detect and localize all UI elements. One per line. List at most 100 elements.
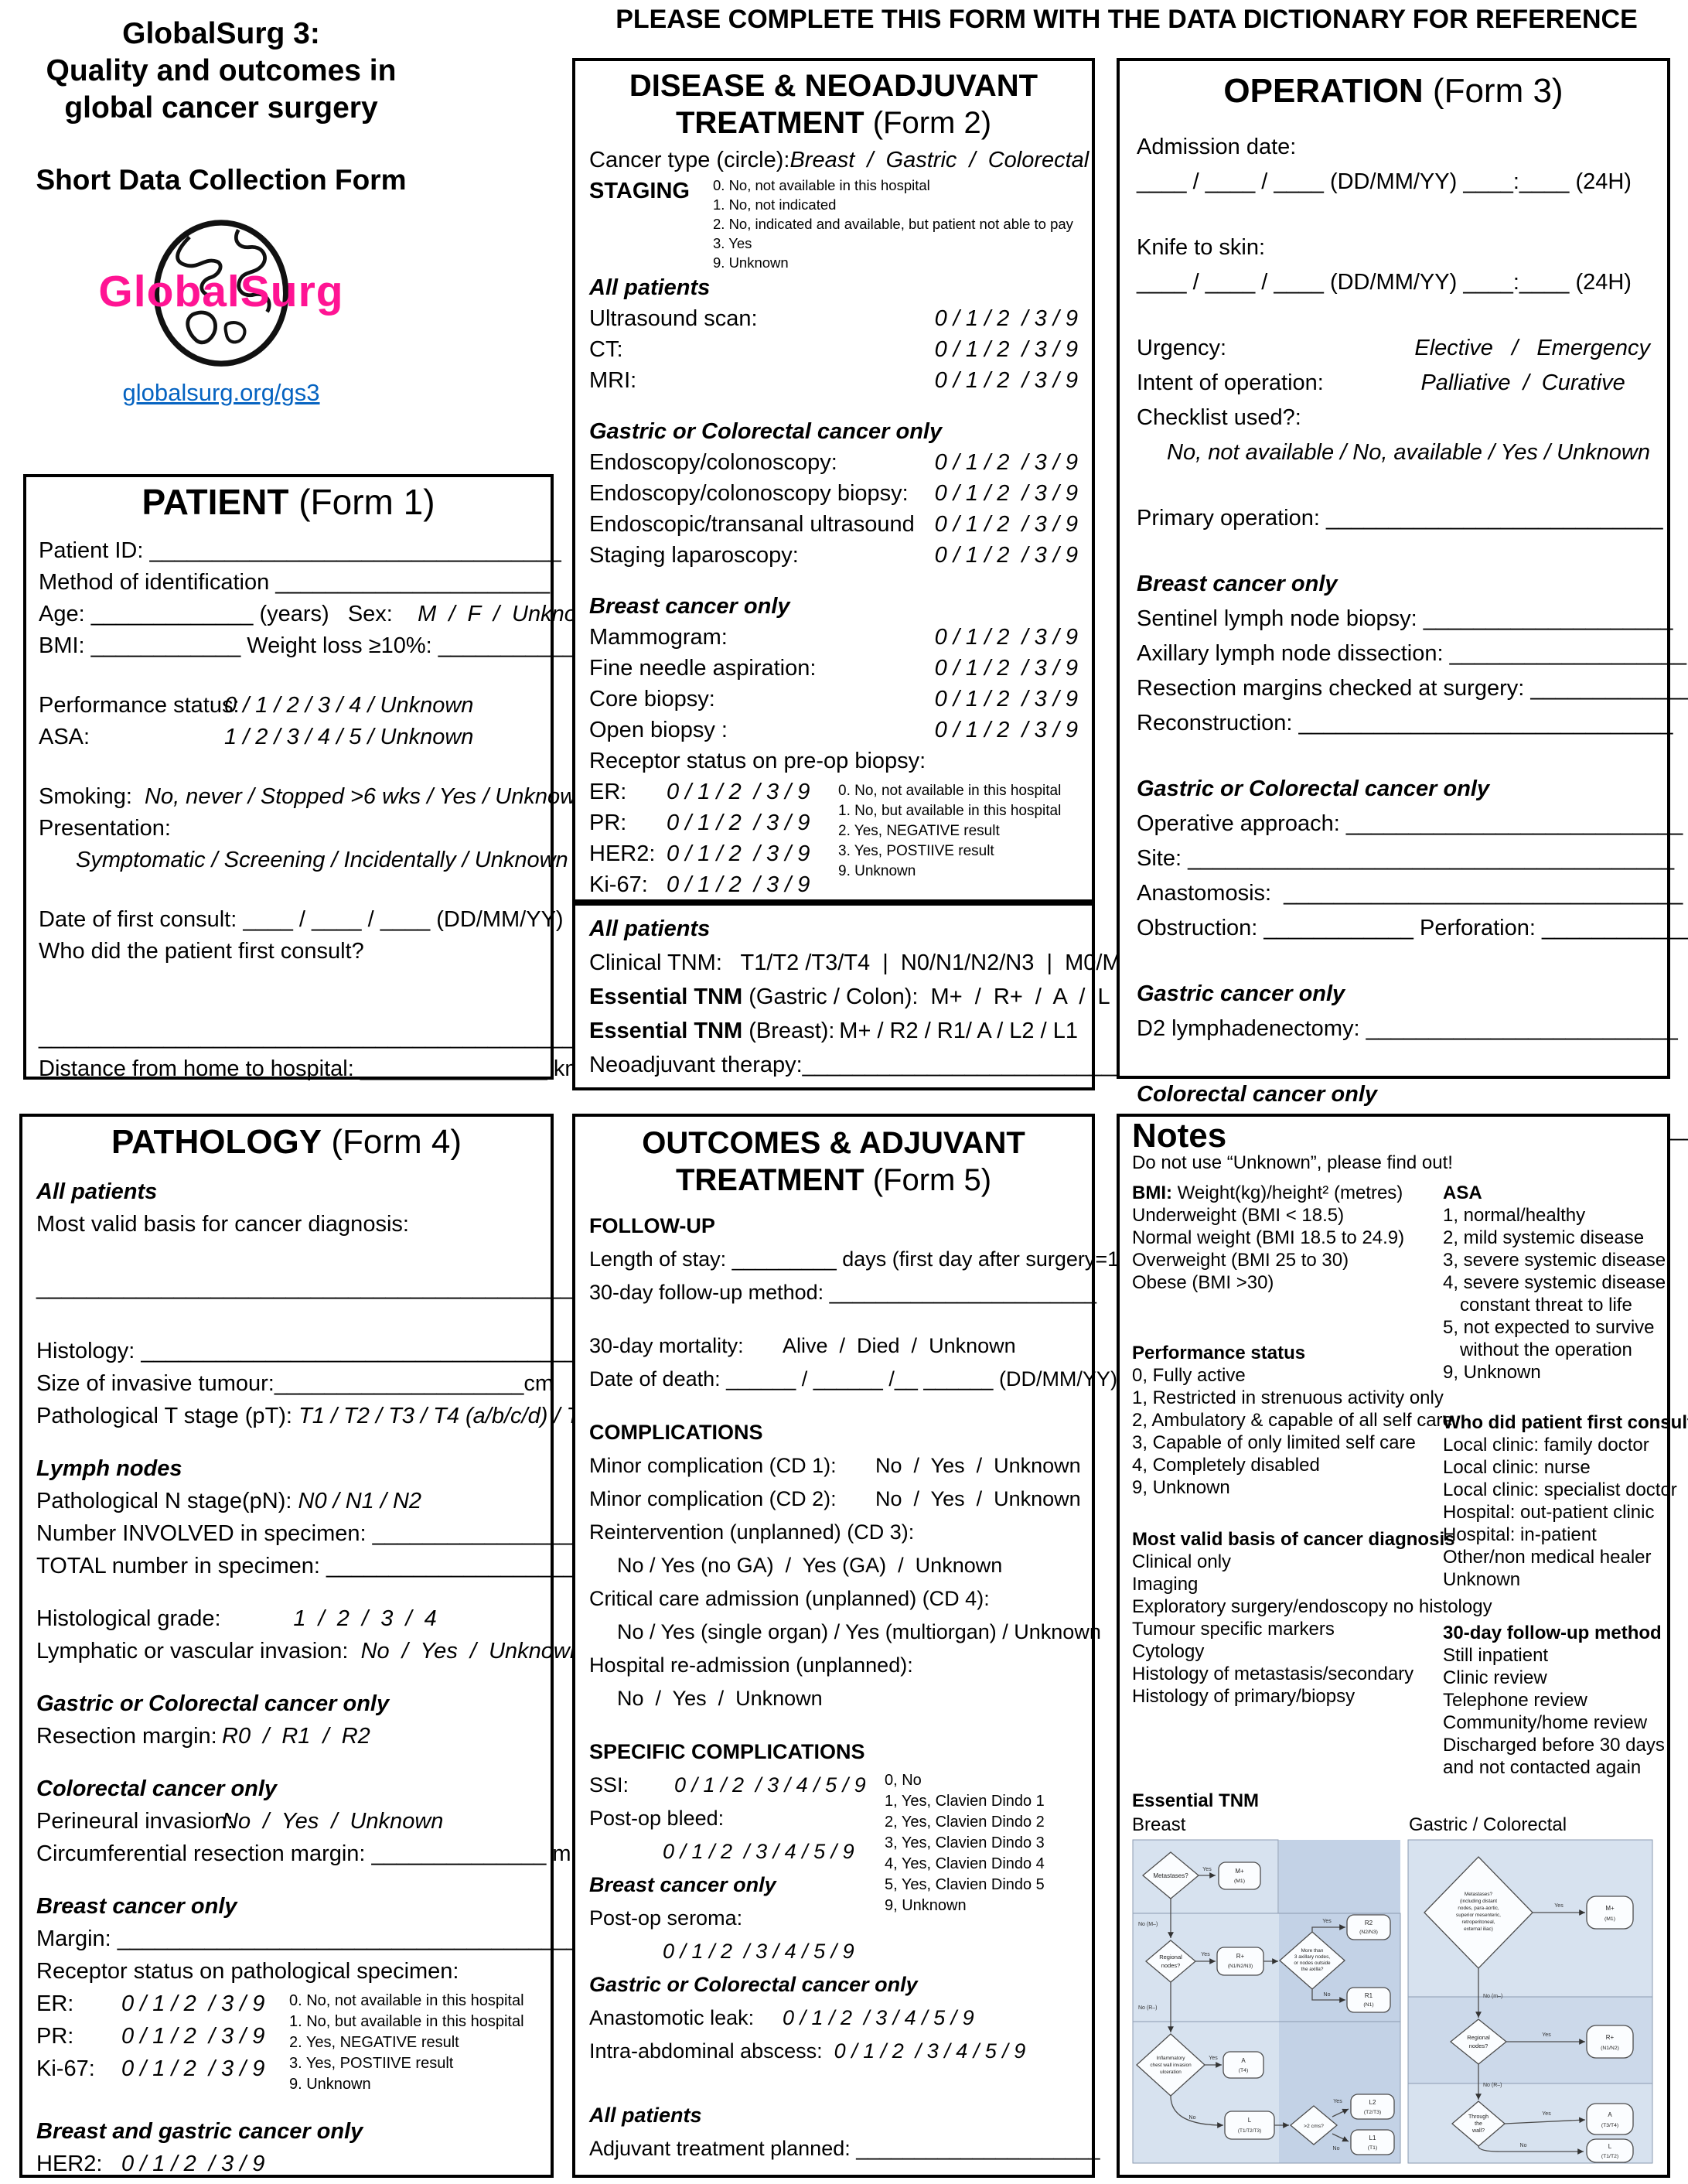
breast-axillary-diamond-l2: 3 axillary nodes, <box>1294 1954 1330 1960</box>
outcomes-form-box: OUTCOMES & ADJUVANT TREATMENT (Form 5) FO… <box>572 1114 1126 2178</box>
cancer-type-label: Cancer type (circle): <box>589 148 790 172</box>
form1-title: PATIENT <box>142 482 289 522</box>
gastro-l-box-sub: (T1/T2) <box>1601 2154 1618 2159</box>
operative-approach-field: Operative approach: ____________________… <box>1137 811 1683 836</box>
patient-id-field: Patient ID: ____________________________… <box>39 538 561 563</box>
breast-axillary-diamond-l3: or nodes outside <box>1294 1960 1331 1966</box>
cd2-label: Minor complication (CD 2): <box>589 1487 837 1510</box>
performance-note-item: 4, Completely disabled <box>1132 1455 1320 1476</box>
breast-axillary-diamond-l4: the axilla? <box>1301 1967 1324 1972</box>
consult-note-item: Unknown <box>1443 1569 1521 1590</box>
ssi-row: SSI: 0 / 1 / 2 / 3 / 4 / 5 / 9 <box>589 1769 885 1802</box>
form1-title-suffix: (Form 1) <box>288 482 435 522</box>
edge-yes: Yes <box>1322 1919 1332 1924</box>
who-first-consult-label: Who did the patient first consult? <box>39 939 364 964</box>
mortality-label: 30-day mortality: <box>589 1334 744 1357</box>
breast-r2-box-sub: (N2/N3) <box>1359 1930 1378 1935</box>
cd1-label: Minor complication (CD 1): <box>589 1454 837 1477</box>
gastro-wall-diamond-l3: wall? <box>1471 2128 1485 2134</box>
lvi-row: Lymphatic or vascular invasion: No / Yes… <box>36 1635 582 1667</box>
ssi-options: 0 / 1 / 2 / 3 / 4 / 5 / 9 <box>674 1773 866 1797</box>
receptor-preop-label: Receptor status on pre-op biopsy: <box>589 749 926 773</box>
pt-stage-row: Pathological T stage (pT): T1 / T2 / T3 … <box>36 1400 596 1432</box>
breast-size-diamond: >2 cms? <box>1304 2124 1324 2129</box>
path-er-options: 0 / 1 / 2 / 3 / 9 <box>121 1991 265 2016</box>
intent-options: Palliative / Curative <box>1420 370 1650 395</box>
fna-options: 0 / 1 / 2 / 3 / 9 <box>934 656 1078 681</box>
edge-no: No <box>1189 2115 1196 2121</box>
tnm-flowcharts: Metastases? Yes M+ (M1) No (M–) Regional… <box>1132 1839 1655 2164</box>
basis-note-item: Tumour specific markers <box>1132 1619 1335 1640</box>
form5-title-line1: OUTCOMES & ADJUVANT <box>642 1126 1025 1160</box>
path-her2-label: HER2: <box>36 2152 103 2176</box>
knife-to-skin-label: Knife to skin: <box>1137 235 1266 260</box>
adjuvant-treatment-field: Adjuvant treatment planned: ____________… <box>589 2137 1100 2160</box>
performance-note-item: 3, Capable of only limited self care <box>1132 1432 1416 1453</box>
form3-section-gastric-colorectal: Gastric or Colorectal cancer only <box>1137 776 1490 801</box>
postop-bleed-options: 0 / 1 / 2 / 3 / 4 / 5 / 9 <box>663 1840 854 1863</box>
cd4-options: No / Yes (single organ) / Yes (multiorga… <box>617 1620 1101 1643</box>
website-link[interactable]: globalsurg.org/gs3 <box>122 379 320 406</box>
endoscopy-label: Endoscopy/colonoscopy: <box>589 450 837 475</box>
crm-field: Circumferential resection margin: ______… <box>36 1841 590 1866</box>
gastro-metastases-diamond-l2: (including distant <box>1460 1899 1497 1904</box>
mortality-options: Alive / Died / Unknown <box>783 1334 1016 1357</box>
fu-note-item: and not contacted again <box>1443 1757 1642 1778</box>
ultrasound-row: Ultrasound scan: 0 / 1 / 2 / 3 / 9 <box>589 303 1078 334</box>
form5-section-gastric-colorectal: Gastric or Colorectal cancer only <box>589 1973 918 1996</box>
notes-title: Notes <box>1132 1117 1227 1155</box>
knife-to-skin-blanks: ____ / ____ / ____ (DD/MM/YY) ____:____ … <box>1137 270 1632 295</box>
gastro-no-m-label: No (m–) <box>1483 1994 1502 1999</box>
notes-intro: Do not use “Unknown”, please find out! <box>1132 1152 1453 1173</box>
pn-stage-label: Pathological N stage(pN): <box>36 1489 298 1513</box>
disease-form-box: DISEASE & NEOADJUVANT TREATMENT (Form 2) … <box>572 58 1095 903</box>
valid-basis-blank: ________________________________________… <box>36 1275 585 1300</box>
form-subtitle: Short Data Collection Form <box>36 164 407 196</box>
followup-heading: FOLLOW-UP <box>589 1214 715 1237</box>
cd4-label: Critical care admission (unplanned) (CD … <box>589 1587 990 1610</box>
receptor-preop-rows: ER: 0 / 1 / 2 / 3 / 9 PR: 0 / 1 / 2 / 3 / … <box>589 776 1078 900</box>
basis-note-item: Imaging <box>1132 1574 1199 1595</box>
gastro-rplus-box: R+ <box>1606 2034 1615 2041</box>
form4-title-suffix: (Form 4) <box>322 1123 462 1161</box>
cd3-label: Reintervention (unplanned) (CD 3): <box>589 1520 915 1544</box>
study-title-line1: GlobalSurg 3: <box>122 17 320 50</box>
breast-inflammatory-diamond-l2: chest wall invasion <box>1150 2063 1192 2068</box>
d2-lymphadenectomy-field: D2 lymphadenectomy: ____________________… <box>1137 1016 1678 1041</box>
gastro-metastases-diamond-l1: Metastases? <box>1465 1892 1493 1897</box>
pt-stage-options: T1 / T2 / T3 / T4 (a/b/c/d) / Tis <box>298 1404 596 1428</box>
tnm-section-all-patients: All patients <box>589 916 711 941</box>
anastomosis-field: Anastomosis: ___________________________… <box>1137 881 1683 906</box>
asa-note-item: constant threat to life <box>1460 1295 1632 1316</box>
gastro-regional-diamond-l1: Regional <box>1467 2034 1490 2041</box>
breast-inflammatory-diamond-l1: Inflammatory <box>1157 2056 1186 2061</box>
fna-label: Fine needle aspiration: <box>589 656 817 681</box>
staging-laparoscopy-label: Staging laparoscopy: <box>589 543 799 568</box>
urgency-label: Urgency: <box>1137 336 1227 360</box>
abscess-options: 0 / 1 / 2 / 3 / 4 / 5 / 9 <box>834 2039 1026 2063</box>
essential-tnm-gastric-row: Essential TNM (Gastric / Colon): M+ / R+… <box>589 980 1110 1014</box>
brand-block: GlobalSurg 3: Quality and outcomes in gl… <box>28 15 414 407</box>
grade-options: 1 / 2 / 3 / 4 <box>293 1606 462 1631</box>
gastro-metastases-diamond-l3: nodes, para-aortic, <box>1458 1906 1499 1911</box>
gastro-tnm-flowchart: Metastases? (including distant nodes, pa… <box>1407 1839 1653 2164</box>
receptor-path-label: Receptor status on pathological specimen… <box>36 1959 459 1984</box>
cancer-type-options: Breast / Gastric / Colorectal <box>789 148 1090 172</box>
breast-axillary-diamond-l1: More than <box>1301 1948 1324 1954</box>
notes-columns: BMI: Weight(kg)/height² (metres) Underwe… <box>1132 1182 1688 1779</box>
asa-note-item: 2, mild systemic disease <box>1443 1227 1645 1248</box>
breast-l2-box-sub: (T2/T3) <box>1364 2110 1381 2115</box>
anastomotic-leak-label: Anastomotic leak: <box>589 2006 755 2029</box>
open-biopsy-label: Open biopsy : <box>589 718 728 742</box>
ssi-label: SSI: <box>589 1773 629 1797</box>
essential-tnm-gastric-label: Essential TNM <box>589 985 743 1009</box>
histology-field: Histology: _____________________________… <box>36 1339 578 1363</box>
endoscopy-row: Endoscopy/colonoscopy: 0 / 1 / 2 / 3 / 9 <box>589 447 1078 478</box>
primary-operation-field: Primary operation: _____________________… <box>1137 506 1663 531</box>
gastro-a-box-sub: (T3/T4) <box>1601 2123 1618 2128</box>
gastro-no-r-label: No (R–) <box>1483 2083 1502 2088</box>
breast-regional-diamond-l1: Regional <box>1159 1954 1182 1960</box>
mammogram-label: Mammogram: <box>589 625 728 650</box>
study-title-line2: Quality and outcomes in <box>46 54 397 87</box>
receptor-legend: 0. No, not available in this hospital 1. … <box>838 783 1062 879</box>
